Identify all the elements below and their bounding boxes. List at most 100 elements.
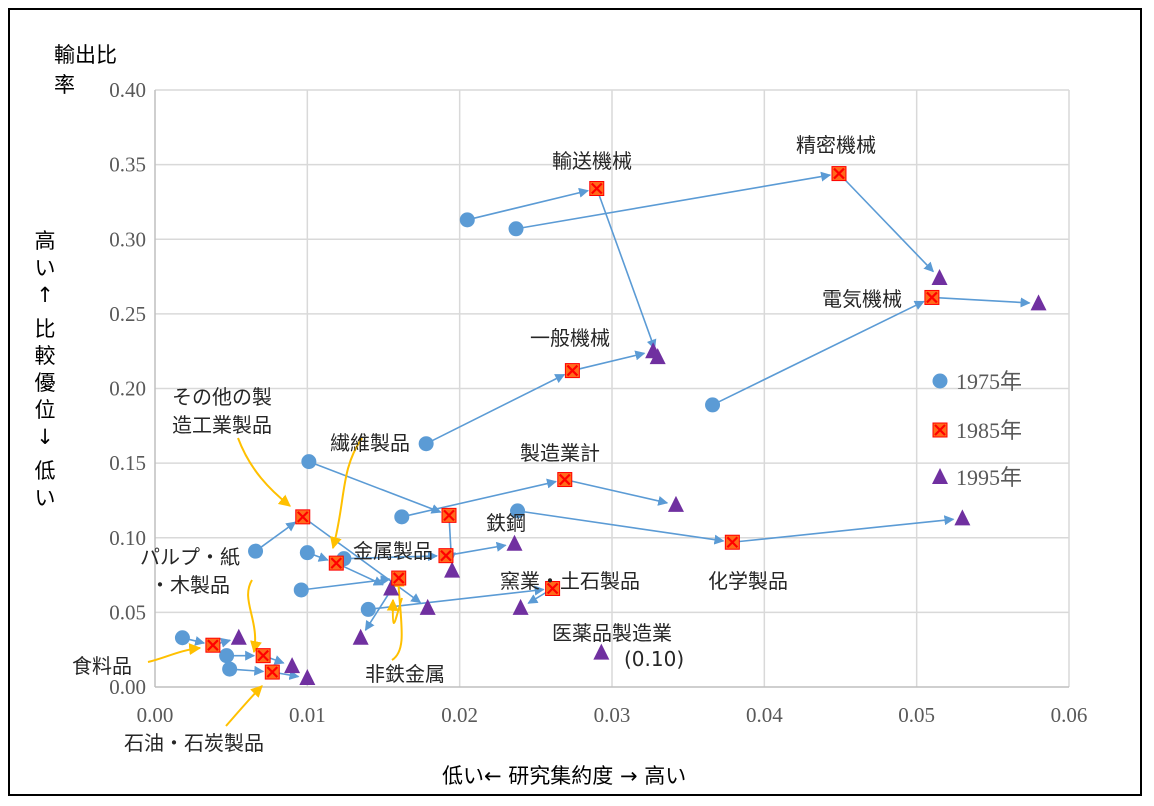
x-tick-label: 0.00 — [137, 703, 174, 727]
point-1985-cross — [296, 511, 309, 523]
point-1985-cross — [833, 167, 845, 180]
trend-arrow — [938, 297, 1031, 308]
trend-arrow — [739, 515, 955, 543]
point-1995 — [284, 657, 301, 674]
y-tick-label: 0.00 — [109, 675, 146, 699]
trend-arrow — [473, 187, 589, 219]
data-label: ・木製品 — [150, 573, 230, 597]
point-1985-cross — [546, 582, 559, 595]
x-tick-label: 0.04 — [746, 703, 783, 727]
point-1985-cross — [330, 557, 343, 569]
point-1995 — [932, 468, 948, 484]
y-axis-side-char: 位 — [35, 398, 56, 422]
chart-frame — [8, 8, 1142, 796]
legend-label: 1985年 — [956, 418, 1022, 443]
legend-label: 1995年 — [956, 465, 1022, 490]
point-1995 — [593, 643, 610, 660]
x-tick-label: 0.01 — [289, 703, 326, 727]
trend-arrow — [524, 511, 725, 545]
data-label: パルプ・紙 — [140, 545, 240, 569]
data-label: 窯業・土石製品 — [500, 569, 640, 593]
point-1975 — [222, 661, 238, 677]
trend-arrow — [598, 194, 657, 350]
point-1995 — [230, 628, 247, 645]
trend-arrow — [375, 585, 545, 610]
point-1975 — [299, 545, 315, 561]
callout-arrow — [391, 574, 405, 661]
point-1995 — [954, 509, 971, 526]
y-tick-label: 0.25 — [109, 302, 146, 326]
point-1985-cross — [207, 639, 219, 651]
y-axis-side-char: 低 — [35, 459, 56, 483]
callout-arrow — [225, 685, 263, 727]
point-1975 — [508, 221, 524, 237]
x-tick-label: 0.02 — [441, 703, 478, 727]
trend-arrow — [315, 463, 442, 514]
y-axis-side-char: ↑ — [36, 283, 54, 307]
point-1995 — [506, 534, 523, 551]
point-1975 — [705, 397, 721, 413]
x-axis-title: 低い← 研究集約度 → 高い — [442, 764, 686, 788]
y-axis-side-char: ↓ — [36, 425, 54, 449]
grid-lines — [155, 89, 1070, 687]
callout-arrow — [237, 437, 291, 507]
point-1995 — [931, 269, 948, 286]
point-1975 — [360, 601, 376, 617]
data-marks — [174, 166, 1047, 686]
point-1995 — [383, 579, 400, 596]
point-1985-cross — [392, 572, 405, 584]
data-label: その他の製 — [172, 385, 272, 409]
legend: 1975年 1985年 1995年 — [932, 369, 1022, 490]
y-axis-title: 率 — [54, 73, 75, 97]
trend-arrow — [308, 575, 391, 590]
point-1995 — [352, 628, 369, 645]
data-label: 電気機械 — [822, 287, 902, 311]
data-label: 金属製品 — [353, 539, 433, 563]
point-1985-cross — [926, 291, 938, 304]
data-label: 造工業製品 — [172, 413, 272, 437]
trend-arrow — [236, 665, 265, 676]
y-tick-label: 0.30 — [109, 227, 146, 251]
y-axis-side-char: 比 — [35, 317, 56, 341]
point-1975 — [248, 543, 264, 559]
point-1985-cross — [590, 182, 603, 195]
trend-arrow — [219, 637, 232, 648]
callout-arrow — [147, 643, 202, 663]
y-axis-side-char: 較 — [35, 344, 56, 368]
trend-arrow — [307, 520, 422, 604]
data-label: 医薬品製造業 — [552, 621, 672, 645]
point-1985-cross — [443, 509, 455, 522]
y-tick-label: 0.05 — [109, 600, 146, 624]
point-1975 — [932, 373, 948, 389]
point-1975 — [459, 212, 475, 228]
trend-arrow — [452, 541, 507, 556]
trend-arrow — [408, 478, 557, 517]
trend-arrow — [260, 521, 297, 548]
callout-arrows — [147, 437, 405, 727]
y-tick-label: 0.10 — [109, 526, 146, 550]
trend-arrow — [313, 552, 329, 562]
y-axis-side-char: い — [35, 256, 56, 280]
data-label: 精密機械 — [796, 133, 876, 157]
trend-arrow — [279, 670, 300, 680]
x-tick-label: 0.03 — [594, 703, 631, 727]
point-1975 — [174, 630, 190, 646]
trend-arrow — [527, 591, 548, 604]
callout-arrow — [247, 579, 262, 654]
trend-arrow — [269, 655, 285, 665]
y-axis-title: 輸出比 — [54, 43, 117, 67]
data-label: 非鉄金属 — [365, 662, 445, 686]
point-1975 — [219, 648, 235, 664]
point-1995 — [512, 598, 529, 615]
point-1995 — [444, 561, 461, 578]
data-label: 石油・石炭製品 — [124, 731, 264, 755]
data-label: 一般機械 — [530, 326, 610, 350]
series-lines — [189, 171, 1031, 680]
point-1975 — [510, 503, 526, 519]
trend-arrow — [189, 636, 206, 646]
trend-arrow — [350, 551, 438, 562]
point-1985-cross — [266, 666, 279, 678]
y-axis-side-char: 高 — [35, 229, 56, 253]
tick-labels: 0.00 0.01 0.02 0.03 0.04 0.05 0.06 0.00 0.05 0.10… — [109, 78, 1087, 727]
